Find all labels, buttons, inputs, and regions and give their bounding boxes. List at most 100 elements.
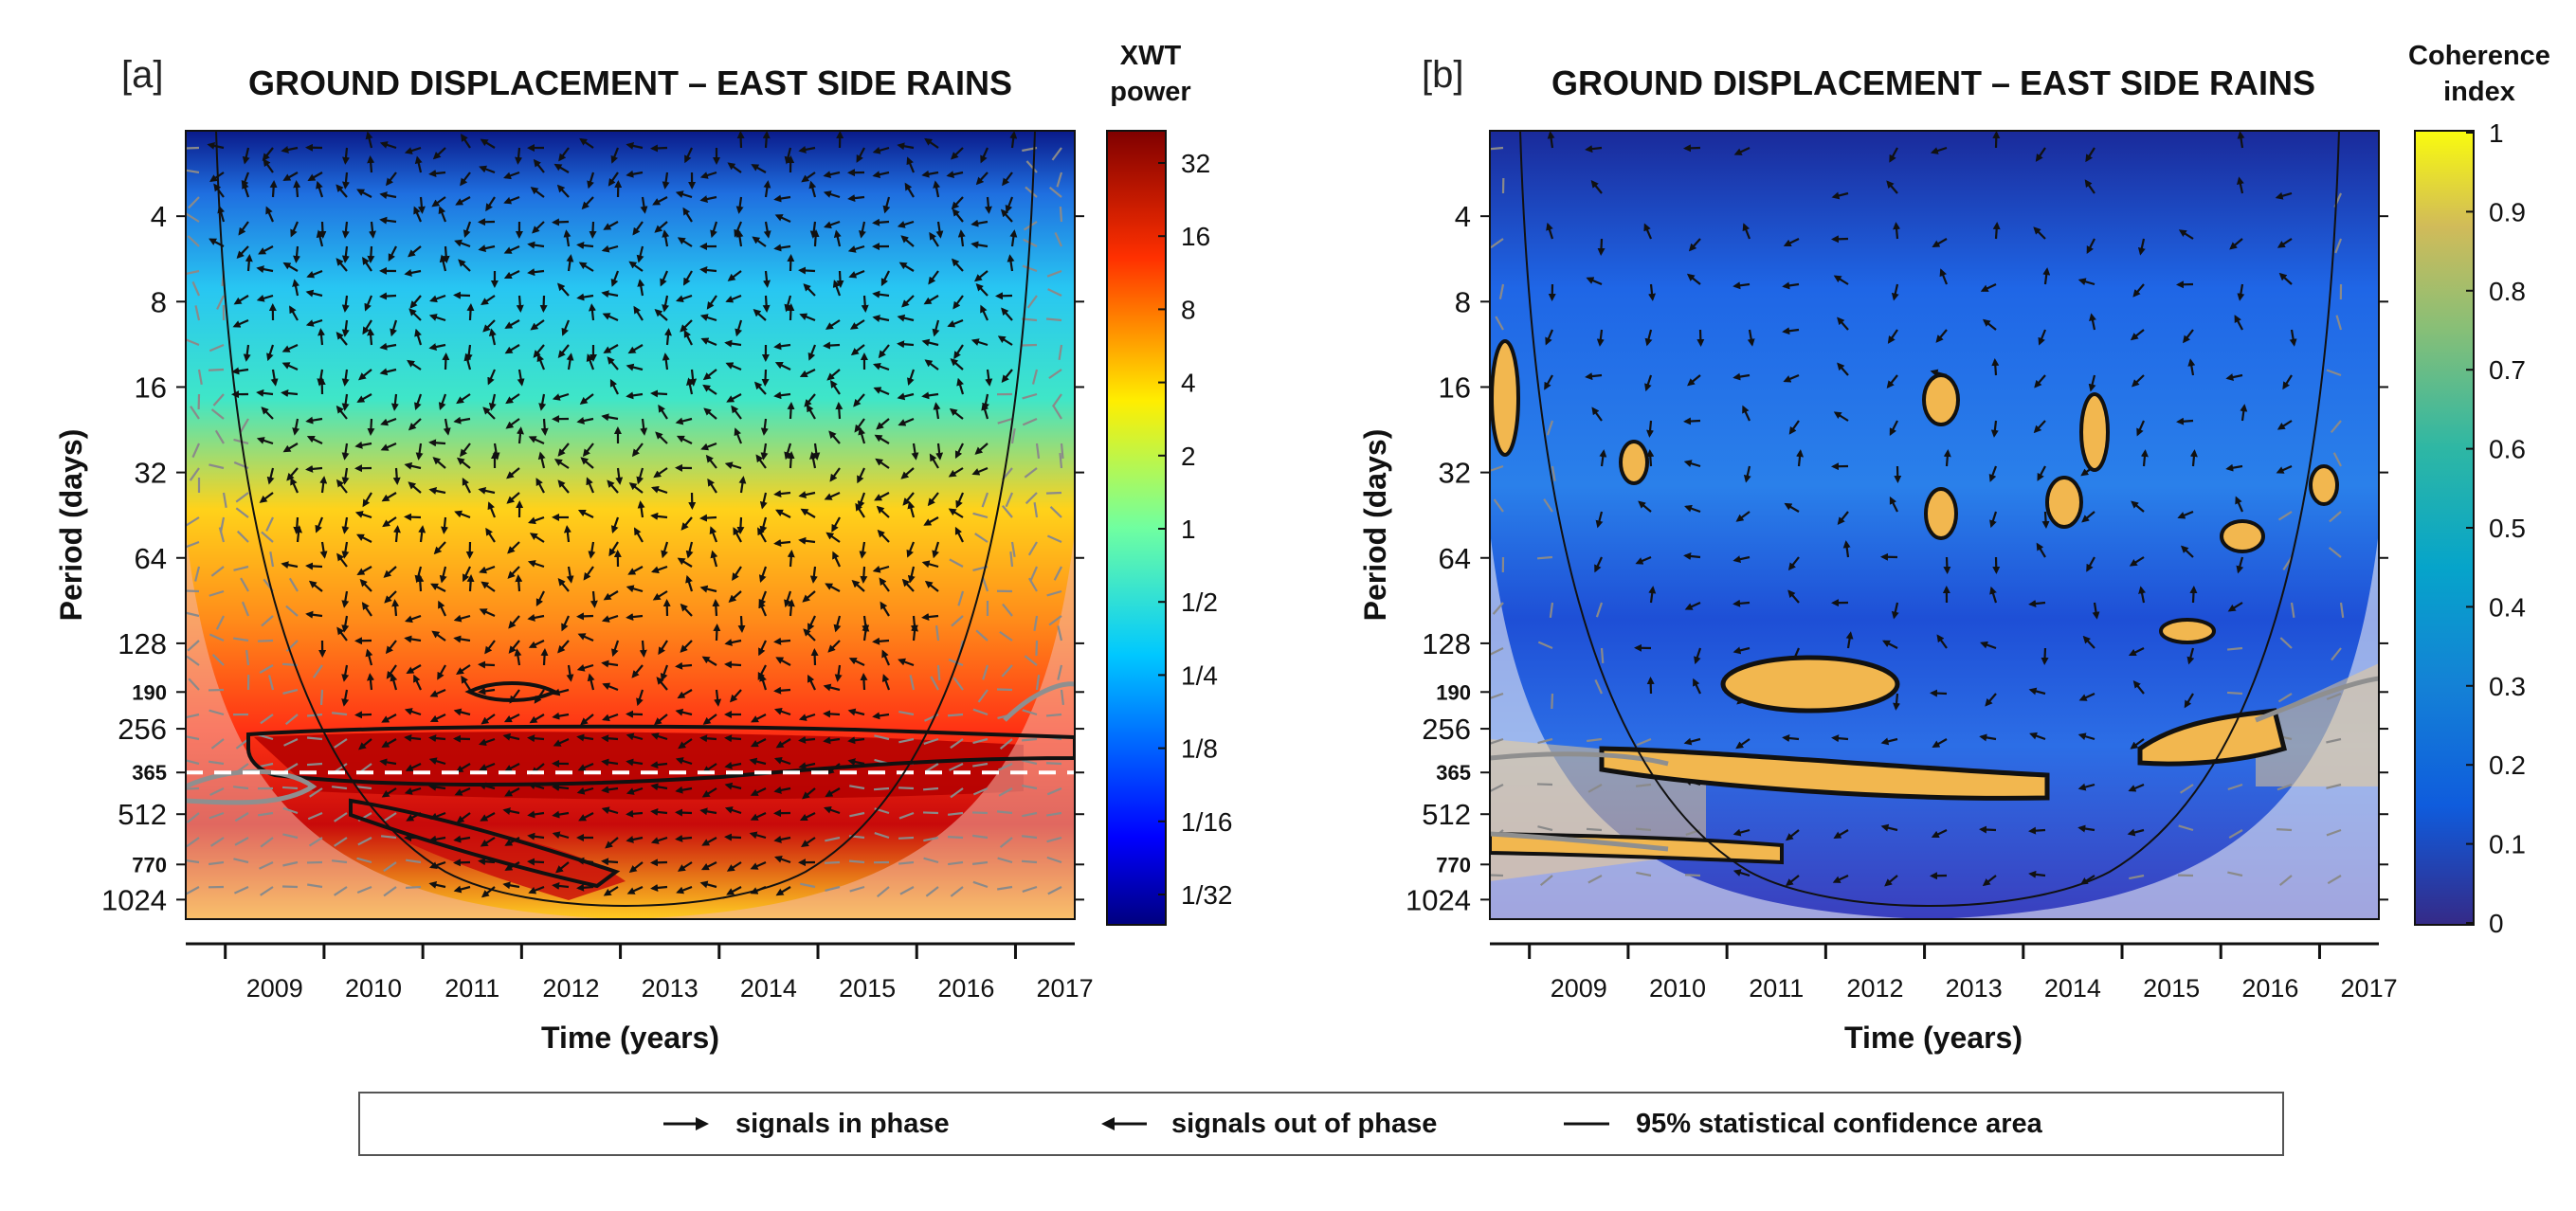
phase-arrow	[309, 787, 323, 798]
phase-arrow	[626, 170, 644, 178]
phase-arrow	[2275, 191, 2293, 200]
phase-arrow	[1597, 238, 1605, 256]
phase-arrow	[1732, 869, 1751, 877]
phase-arrow	[359, 578, 372, 592]
phase-arrow	[2180, 545, 2194, 558]
phase-arrow	[650, 512, 668, 520]
phase-arrow	[243, 344, 251, 362]
panel-a-axes: 2009 2010 2011 2012 2013 2014 2015 2016 2017 4 8 16…	[101, 200, 1094, 1003]
phase-arrow	[650, 783, 668, 791]
phase-arrow	[2227, 871, 2243, 877]
phase-arrow	[539, 295, 548, 313]
phase-arrow	[626, 836, 644, 843]
phase-arrow	[1893, 222, 1901, 240]
phase-arrow	[749, 757, 767, 766]
phase-arrow	[535, 478, 545, 494]
phase-arrow	[909, 675, 916, 691]
phase-arrow	[872, 146, 890, 154]
phase-arrow	[189, 467, 200, 481]
phase-arrow	[233, 637, 249, 642]
panel-b-x-tick-label: 2013	[1946, 974, 2003, 1003]
panel-a-xlabel: Time (years)	[541, 1021, 719, 1055]
phase-arrow	[610, 516, 620, 533]
panel-a-frame	[185, 130, 1076, 920]
phase-arrow	[1889, 147, 1898, 163]
phase-arrow	[1943, 556, 1951, 574]
phase-arrow	[678, 738, 693, 750]
phase-arrow	[847, 736, 865, 745]
phase-arrow	[586, 353, 595, 371]
phase-arrow	[825, 319, 841, 330]
phase-arrow	[626, 363, 644, 371]
arrow-right-icon	[663, 1117, 709, 1130]
phase-arrow	[950, 787, 964, 799]
phase-arrow	[773, 244, 791, 252]
phase-arrow	[2136, 420, 2146, 437]
phase-arrow	[1985, 693, 1997, 707]
phase-arrow	[996, 688, 1013, 692]
phase-arrow	[566, 664, 574, 682]
phase-arrow	[1889, 420, 1898, 437]
phase-arrow	[972, 762, 989, 768]
phase-arrow	[2177, 510, 2194, 519]
panel-a-y-tick-label: 128	[118, 627, 167, 660]
colorbar-b-tick-label: 0.7	[2489, 355, 2526, 385]
phase-arrow	[998, 787, 1013, 797]
phase-arrow	[951, 615, 964, 627]
phase-arrow	[601, 758, 619, 767]
phase-arrow	[762, 131, 771, 149]
phase-arrow	[738, 476, 747, 494]
phase-arrow	[341, 443, 350, 461]
phase-arrow	[504, 319, 520, 329]
phase-arrow	[2086, 556, 2095, 572]
phase-arrow	[725, 362, 742, 371]
phase-arrow	[2085, 147, 2095, 163]
phase-arrow	[658, 640, 668, 656]
phase-arrow	[312, 664, 323, 678]
phase-arrow	[984, 196, 992, 214]
phase-arrow	[506, 492, 520, 504]
phase-arrow	[540, 648, 549, 666]
panel-a-y-tick-label: 1024	[101, 883, 167, 916]
phase-arrow	[186, 655, 200, 666]
phase-arrow	[675, 757, 693, 766]
phase-arrow	[658, 404, 668, 420]
phase-arrow	[773, 756, 791, 766]
phase-arrow	[1586, 277, 1603, 286]
phase-arrow	[1783, 373, 1800, 383]
phase-arrow	[2042, 267, 2051, 285]
phase-arrow	[186, 611, 200, 618]
phase-arrow	[923, 295, 939, 305]
phase-arrow	[947, 860, 964, 866]
phase-arrow	[802, 590, 816, 603]
phase-arrow	[849, 319, 865, 330]
phase-arrow	[2077, 278, 2095, 286]
phase-arrow	[601, 734, 619, 743]
phase-arrow	[1021, 737, 1038, 742]
phase-arrow	[735, 196, 744, 214]
phase-arrow	[392, 525, 401, 543]
phase-arrow	[832, 551, 841, 568]
panel-b-sig-island-b	[2045, 476, 2083, 529]
phase-arrow	[281, 885, 299, 889]
panel-b-y-tick-label: 16	[1439, 371, 1471, 404]
phase-arrow	[752, 236, 767, 247]
phase-arrow	[1001, 664, 1013, 678]
phase-arrow	[1832, 875, 1849, 883]
phase-arrow	[295, 525, 302, 543]
phase-arrow	[2127, 828, 2145, 837]
phase-arrow	[675, 417, 693, 425]
panel-a-y-tick-label: 16	[135, 371, 167, 404]
phase-arrow	[530, 319, 545, 331]
phase-arrow	[269, 180, 278, 198]
phase-arrow	[1732, 646, 1751, 655]
phase-arrow	[650, 807, 668, 816]
phase-arrow	[588, 541, 596, 559]
phase-arrow	[660, 270, 669, 287]
panel-a-x-tick-label: 2017	[1037, 974, 1094, 1003]
phase-arrow	[210, 566, 225, 577]
phase-arrow	[415, 443, 424, 461]
phase-arrow	[488, 328, 497, 346]
phase-arrow	[233, 885, 249, 895]
panel-b-label: [b]	[1422, 54, 1463, 96]
